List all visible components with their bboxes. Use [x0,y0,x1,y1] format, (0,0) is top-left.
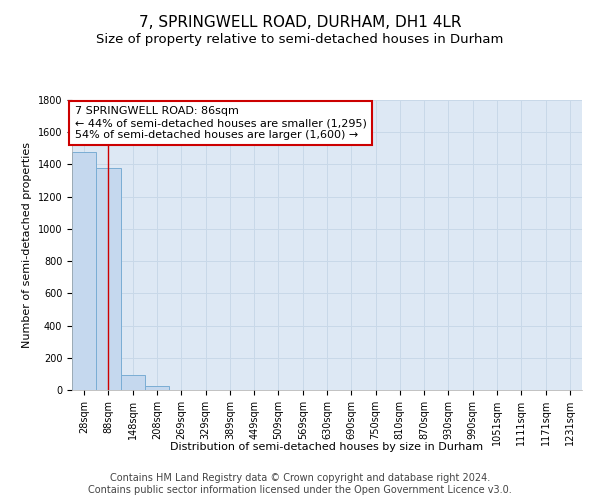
Bar [72,152,96,390]
Text: Contains HM Land Registry data © Crown copyright and database right 2024.
Contai: Contains HM Land Registry data © Crown c… [88,474,512,495]
Text: Distribution of semi-detached houses by size in Durham: Distribution of semi-detached houses by … [170,442,484,452]
Bar [121,374,145,390]
Bar [96,168,121,390]
Bar [145,386,169,390]
Y-axis label: Number of semi-detached properties: Number of semi-detached properties [22,142,32,348]
Text: 7, SPRINGWELL ROAD, DURHAM, DH1 4LR: 7, SPRINGWELL ROAD, DURHAM, DH1 4LR [139,15,461,30]
Text: Size of property relative to semi-detached houses in Durham: Size of property relative to semi-detach… [97,32,503,46]
Text: 7 SPRINGWELL ROAD: 86sqm
← 44% of semi-detached houses are smaller (1,295)
54% o: 7 SPRINGWELL ROAD: 86sqm ← 44% of semi-d… [75,106,367,140]
